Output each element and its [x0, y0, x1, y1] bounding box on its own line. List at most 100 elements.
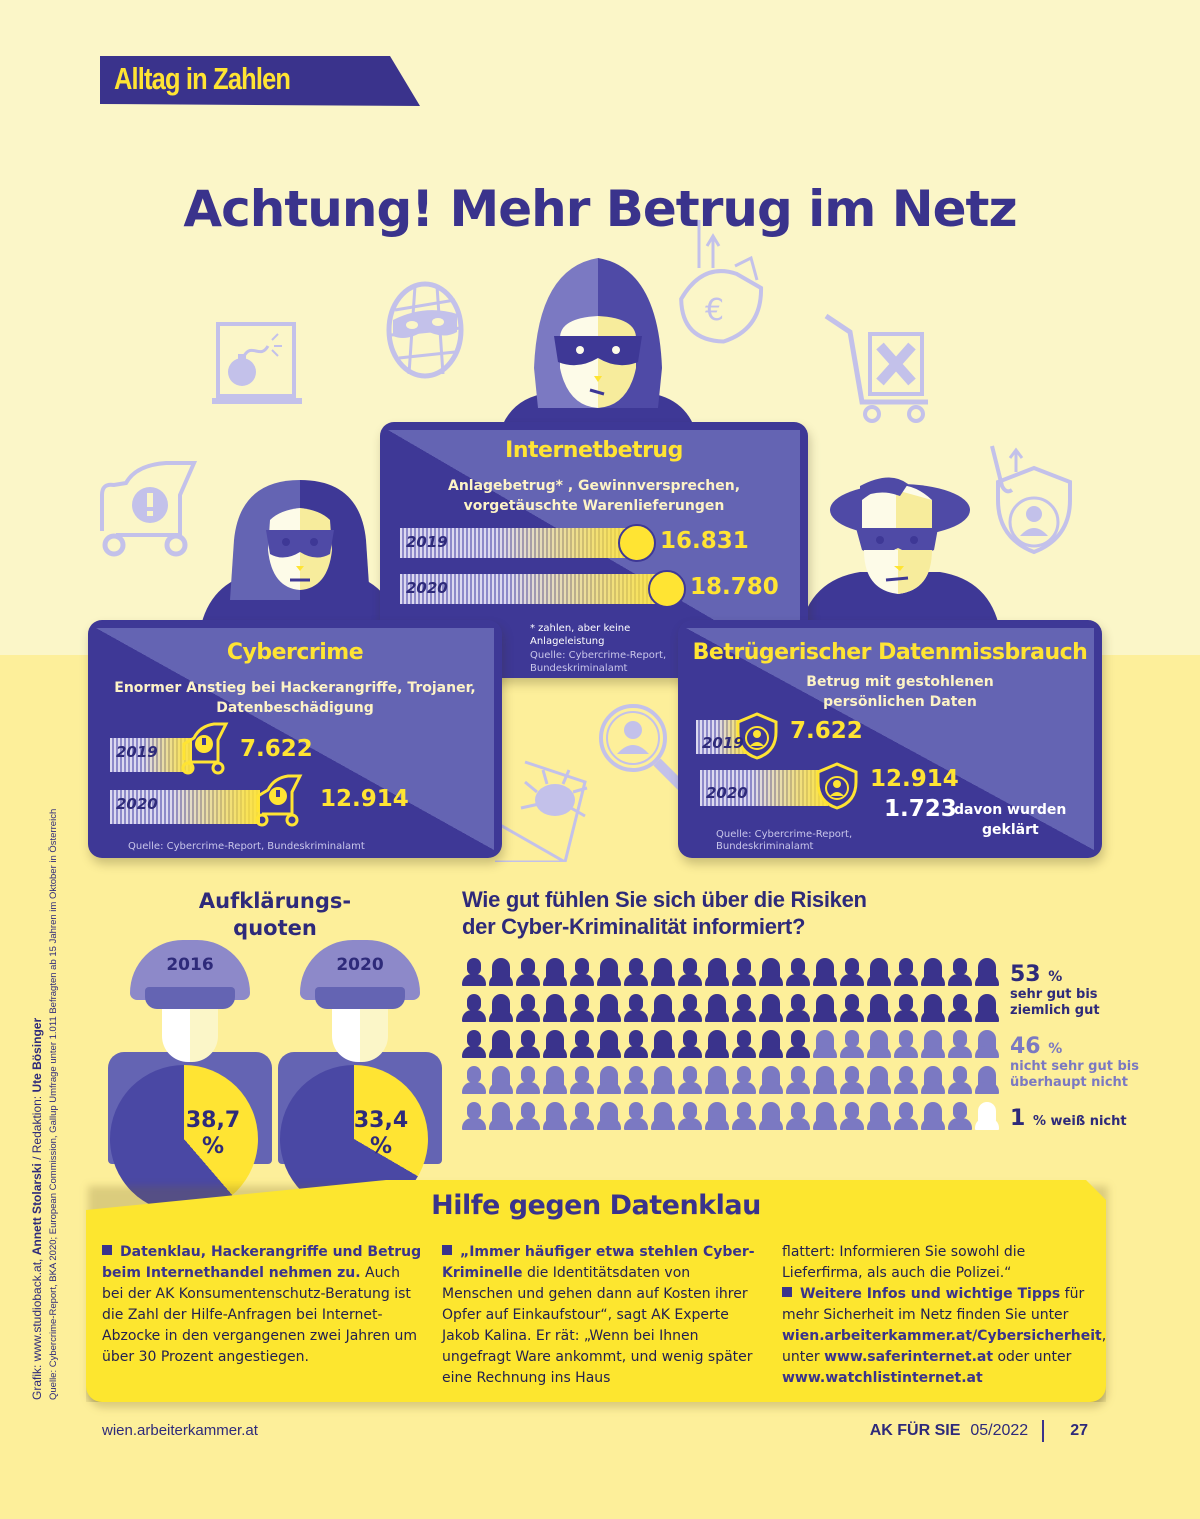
person-icon: [975, 958, 999, 988]
footer-site: wien.arbeiterkammer.at: [102, 1422, 258, 1439]
person-icon: [786, 994, 810, 1024]
link-ak-cybersicherheit[interactable]: wien.arbeiterkammer.at/Cybersicherheit: [782, 1328, 1102, 1344]
hooded-hacker-figure: [498, 258, 698, 438]
legend-not-informed: 46 % nicht sehr gut bis überhaupt nicht: [1010, 1034, 1139, 1090]
person-icon: [462, 958, 486, 988]
person-icon: [678, 1102, 702, 1132]
person-icon: [624, 958, 648, 988]
help-column-3: flattert: Informieren Sie sowohl die Lie…: [782, 1244, 1107, 1386]
female-hacker-figure: [200, 470, 400, 630]
shield-user-icon: [814, 758, 860, 810]
divider: [1042, 1420, 1045, 1442]
person-icon: [651, 1030, 675, 1060]
person-icon: [786, 1102, 810, 1132]
link-watchlistinternet[interactable]: www.watchlistinternet.at: [782, 1370, 983, 1386]
credits: Grafik: www.studioback.at, Annett Stolar…: [30, 808, 59, 1400]
person-icon: [597, 958, 621, 988]
bullet-icon: [102, 1245, 112, 1255]
link-saferinternet[interactable]: www.saferinternet.at: [824, 1349, 994, 1365]
person-icon: [705, 1102, 729, 1132]
person-icon: [624, 1102, 648, 1132]
person-icon: [678, 958, 702, 988]
person-icon: [813, 1030, 837, 1060]
help-column-1: Datenklau, Hackerangriffe und Betrug bei…: [102, 1244, 422, 1365]
person-icon: [462, 1102, 486, 1132]
pct-value: 38,7%: [185, 1108, 241, 1159]
person-icon: [867, 1066, 891, 1096]
person-icon: [624, 1066, 648, 1096]
bullet-icon: [782, 1287, 792, 1297]
bug-envelope-icon: [495, 752, 605, 862]
person-icon: [759, 1066, 783, 1096]
person-icon: [489, 1102, 513, 1132]
person-icon: [786, 1030, 810, 1060]
trojan-horse-icon: [96, 455, 206, 560]
person-icon: [597, 1066, 621, 1096]
bar-2019: 2019: [400, 528, 640, 558]
person-icon: [651, 1066, 675, 1096]
person-icon: [624, 1030, 648, 1060]
person-icon: [867, 994, 891, 1024]
svg-text:€: €: [705, 293, 724, 328]
page-title: Achtung! Mehr Betrug im Netz: [183, 180, 1017, 238]
shield-user-icon: [734, 708, 780, 760]
person-icon: [975, 1102, 999, 1132]
year-label: 2016: [166, 955, 214, 975]
source: Quelle: Cybercrime-Report, Bundeskrimina…: [128, 841, 365, 852]
person-icon: [732, 958, 756, 988]
laptop-bomb-icon: [212, 320, 307, 410]
person-icon: [840, 1066, 864, 1096]
person-icon: [813, 958, 837, 988]
person-icon: [705, 994, 729, 1024]
person-icon: [597, 994, 621, 1024]
person-icon: [840, 1102, 864, 1132]
person-icon: [975, 994, 999, 1024]
page-number: 27: [1070, 1422, 1088, 1439]
person-icon: [651, 958, 675, 988]
cleared-value: 1.723: [884, 796, 957, 822]
legend-dont-know: 1 % weiß nicht: [1010, 1106, 1127, 1131]
shopping-cart-x-icon: [822, 312, 932, 424]
help-column-2: „Immer häufiger etwa stehlen Cyber-Krimi…: [442, 1244, 755, 1386]
person-icon: [948, 1066, 972, 1096]
person-icon: [570, 994, 594, 1024]
person-icon: [651, 994, 675, 1024]
person-icon: [867, 1102, 891, 1132]
person-icon: [570, 1066, 594, 1096]
person-icon: [867, 1030, 891, 1060]
male-hacker-figure: [800, 470, 1000, 630]
globe-mask-icon: [648, 570, 686, 608]
person-icon: [678, 1030, 702, 1060]
card-title: Cybercrime: [226, 640, 364, 665]
person-icon: [705, 958, 729, 988]
bullet-icon: [442, 1245, 452, 1255]
person-icon: [921, 1102, 945, 1132]
person-icon: [975, 1030, 999, 1060]
person-icon: [732, 994, 756, 1024]
bar-2019: 2019: [110, 738, 192, 772]
person-icon: [921, 958, 945, 988]
footnote-1: * zahlen, aber keine: [530, 623, 631, 634]
card-subtitle-1: Anlagebetrug* , Gewinnversprechen,: [447, 478, 741, 494]
person-icon: [624, 994, 648, 1024]
money-bag-hook-icon: €: [675, 218, 775, 348]
person-icon: [489, 1066, 513, 1096]
value-2019: 7.622: [240, 736, 313, 762]
card-title: Betrügerischer Datenmissbrauch: [692, 640, 1088, 665]
card-subtitle-2: Datenbeschädigung: [216, 700, 374, 716]
source-1: Quelle: Cybercrime-Report,: [716, 829, 853, 840]
source-1: Quelle: Cybercrime-Report,: [530, 650, 667, 661]
person-icon: [948, 1030, 972, 1060]
person-icon: [732, 1066, 756, 1096]
globe-mask-icon: [618, 524, 656, 562]
person-icon: [732, 1030, 756, 1060]
person-icon: [894, 1066, 918, 1096]
person-icon: [516, 994, 540, 1024]
person-icon: [516, 1102, 540, 1132]
person-icon: [705, 1066, 729, 1096]
person-icon: [543, 1102, 567, 1132]
person-icon: [543, 1066, 567, 1096]
person-icon: [948, 958, 972, 988]
value-2019: 16.831: [660, 528, 749, 554]
person-icon: [543, 958, 567, 988]
